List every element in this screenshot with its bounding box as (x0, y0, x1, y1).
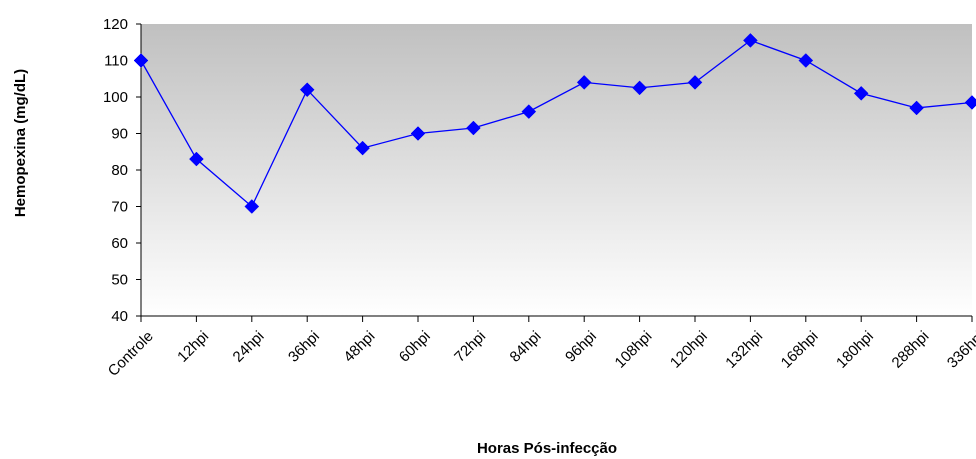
plot-area (141, 24, 972, 316)
y-axis-ticks: 40 50 60 70 80 90 100 110 120 (103, 16, 141, 325)
x-tick-label: 180hpi (833, 328, 877, 372)
y-tick-label: 110 (104, 53, 128, 70)
x-tick-label: 60hpi (396, 328, 434, 366)
x-tick-label: 36hpi (285, 328, 323, 366)
x-tick-label: 24hpi (230, 328, 268, 366)
data-point-diamond (853, 85, 869, 101)
x-tick-label: 288hpi (889, 328, 933, 372)
y-tick-label: 100 (103, 89, 128, 106)
data-point-diamond (632, 80, 647, 96)
x-tick-label: 120hpi (667, 328, 711, 372)
x-axis-title: Horas Pós-infecção (477, 440, 617, 457)
series-group (133, 33, 976, 214)
x-tick-label: 132hpi (722, 328, 766, 372)
data-point-diamond (410, 126, 426, 141)
y-tick-label: 90 (111, 126, 128, 143)
x-tick-label: 96hpi (562, 328, 600, 366)
data-point-diamond (687, 75, 703, 90)
x-tick-label: 84hpi (507, 328, 545, 366)
x-tick-label: 48hpi (340, 328, 378, 366)
data-point-diamond (355, 140, 370, 156)
y-axis-title: Hemopexina (mg/dL) (12, 69, 29, 217)
data-point-diamond (909, 100, 924, 116)
data-point-diamond (244, 199, 260, 214)
x-tick-label: 108hpi (612, 328, 656, 372)
y-tick-label: 50 (111, 272, 128, 289)
x-tick-label: 336hpi (944, 328, 976, 372)
series-line (140, 39, 973, 208)
data-point-diamond (299, 82, 315, 98)
data-point-diamond (964, 95, 976, 110)
data-point-diamond (466, 120, 481, 136)
data-point-diamond (576, 75, 592, 90)
data-point-diamond (189, 151, 204, 167)
data-point-diamond (133, 53, 149, 68)
y-tick-label: 40 (111, 308, 128, 325)
x-tick-label: 72hpi (451, 328, 489, 366)
x-axis-ticks: Controle 12hpi 24hpi 36hpi 48hpi 60hpi 72hpi 84… (105, 316, 976, 380)
x-tick-label: 12hpi (174, 328, 212, 366)
y-tick-label: 120 (103, 16, 128, 33)
x-tick-label: Controle (105, 328, 157, 380)
x-tick-label: 168hpi (778, 328, 822, 372)
y-tick-label: 80 (111, 162, 128, 179)
data-point-diamond (521, 104, 537, 119)
y-tick-label: 60 (111, 235, 128, 252)
y-tick-label: 70 (111, 199, 128, 216)
data-point-diamond (798, 53, 814, 68)
data-point-diamond (743, 33, 758, 48)
